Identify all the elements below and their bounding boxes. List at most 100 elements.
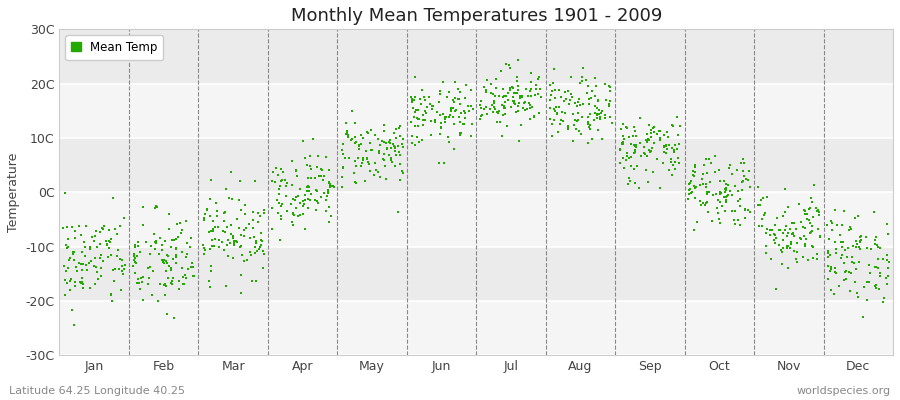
Point [850, 290, 864, 296]
Point [461, 102, 475, 109]
Point [203, 268, 218, 275]
Point [742, 168, 756, 174]
Point [349, 163, 364, 170]
Point [699, 190, 714, 197]
Point [246, 209, 260, 215]
Point [93, 241, 107, 248]
Point [310, 207, 324, 213]
Point [598, 80, 612, 87]
Point [200, 207, 214, 214]
Point [486, 109, 500, 115]
Point [347, 179, 362, 185]
Point [274, 216, 288, 222]
Point [671, 155, 686, 162]
Point [168, 244, 183, 251]
Point [592, 107, 607, 114]
Point [251, 219, 266, 226]
Point [348, 120, 363, 126]
Point [784, 240, 798, 247]
Point [127, 257, 141, 264]
Point [322, 219, 337, 225]
Point [303, 163, 318, 169]
Point [561, 126, 575, 132]
Point [650, 131, 664, 138]
Point [821, 254, 835, 260]
Point [695, 176, 709, 182]
Point [824, 286, 838, 293]
Point [518, 99, 532, 105]
Point [273, 183, 287, 189]
Point [704, 160, 718, 166]
Point [484, 81, 499, 88]
Point [583, 110, 598, 117]
Point [700, 189, 715, 195]
Point [524, 70, 538, 76]
Point [388, 144, 402, 150]
Point [727, 207, 742, 214]
Point [849, 244, 863, 250]
Point [516, 105, 530, 111]
Point [257, 210, 272, 216]
Point [624, 154, 638, 161]
Point [303, 197, 318, 203]
Point [629, 132, 643, 139]
Point [104, 236, 119, 242]
Point [196, 251, 211, 258]
Point [363, 168, 377, 175]
Point [314, 166, 328, 172]
Point [780, 245, 795, 251]
Point [371, 169, 385, 175]
Point [789, 226, 804, 232]
Point [510, 102, 525, 109]
Point [850, 213, 865, 220]
Point [434, 125, 448, 132]
Point [616, 165, 631, 172]
Point [226, 235, 240, 242]
Point [585, 88, 599, 94]
Point [701, 209, 716, 216]
Point [298, 226, 312, 232]
Point [196, 215, 211, 221]
Point [310, 198, 325, 204]
Point [394, 168, 409, 174]
Point [413, 96, 428, 102]
Point [523, 88, 537, 94]
Point [207, 243, 221, 249]
Point [391, 209, 405, 215]
Point [499, 61, 513, 68]
Point [688, 164, 703, 170]
Point [94, 252, 108, 258]
Point [843, 224, 858, 230]
Point [219, 283, 233, 290]
Point [218, 209, 232, 216]
Point [175, 265, 189, 271]
Point [409, 107, 423, 113]
Point [789, 259, 804, 265]
Point [490, 109, 504, 116]
Point [657, 148, 671, 155]
Point [647, 128, 662, 135]
Point [444, 106, 458, 113]
Point [392, 133, 407, 139]
Point [604, 120, 618, 126]
Point [798, 225, 813, 231]
Point [385, 159, 400, 166]
Point [571, 117, 585, 124]
Point [183, 244, 197, 250]
Point [68, 322, 82, 328]
Point [202, 213, 217, 220]
Point [68, 279, 83, 286]
Point [210, 213, 224, 220]
Point [488, 93, 502, 100]
Point [646, 124, 661, 130]
Point [404, 119, 419, 125]
Point [416, 122, 430, 128]
Point [65, 306, 79, 313]
Point [104, 252, 119, 258]
Point [713, 191, 727, 198]
Point [507, 98, 521, 104]
Point [341, 133, 356, 140]
Point [788, 220, 802, 226]
Point [289, 168, 303, 174]
Point [160, 310, 175, 317]
